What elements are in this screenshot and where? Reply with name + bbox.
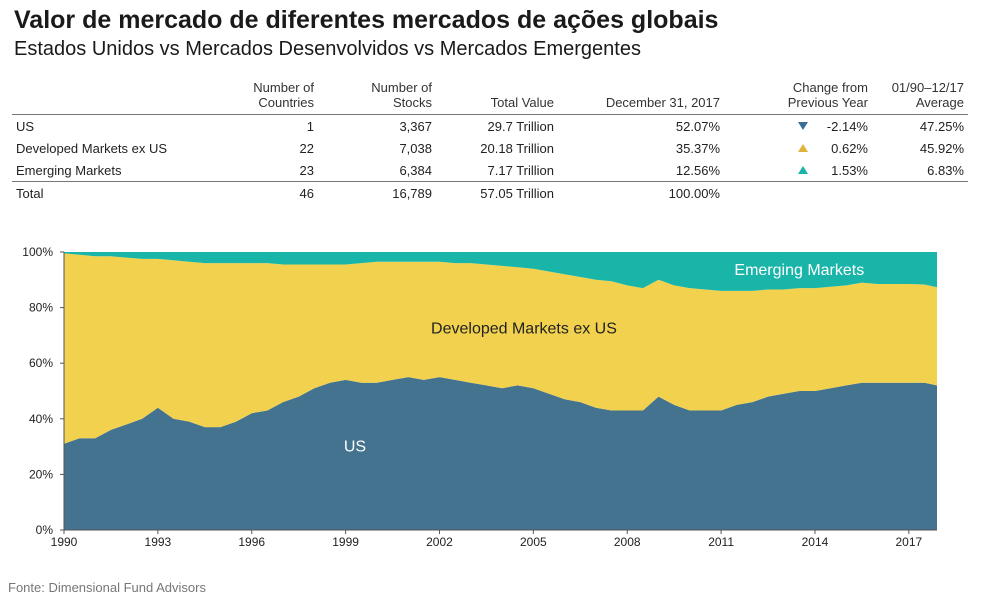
cell-average: 45.92% — [919, 140, 964, 156]
cell-average: 47.25% — [919, 118, 964, 134]
cell-market: Developed Markets ex US — [16, 140, 168, 156]
cell-countries: 46 — [220, 181, 318, 204]
x-tick-label: 2014 — [802, 535, 829, 549]
cell-total-value: 29.7 Trillion — [487, 118, 554, 134]
cell-average — [872, 181, 968, 204]
header-average: 01/90–12/17 Average — [872, 80, 968, 115]
x-tick-label: 1990 — [51, 535, 78, 549]
area-us — [64, 377, 937, 530]
cell-change: 1.53% — [724, 159, 872, 182]
cell-countries: 1 — [306, 118, 314, 134]
cell-change: -2.14% — [724, 115, 872, 138]
change-value: -2.14% — [826, 118, 868, 134]
y-tick-label: 100% — [22, 245, 53, 259]
header-average-line2: Average — [915, 95, 964, 110]
up-triangle-icon — [798, 143, 808, 152]
cell-market: Total — [12, 181, 220, 204]
cell-stocks: 3,367 — [399, 118, 432, 134]
market-stats-table: Number of Countries Number of Stocks Tot… — [12, 80, 968, 204]
table-row: US 1 3,367 29.7 Trillion 52.07% -2.14% 4… — [12, 115, 968, 138]
cell-market: Emerging Markets — [16, 162, 122, 178]
table-header-row: Number of Countries Number of Stocks Tot… — [12, 80, 968, 115]
cell-december: 35.37% — [675, 140, 720, 156]
header-change-line1: Change from — [792, 80, 868, 95]
x-tick-label: 1996 — [238, 535, 265, 549]
x-tick-label: 2008 — [614, 535, 641, 549]
cell-total-value: 7.17 Trillion — [487, 162, 554, 178]
cell-stocks: 7,038 — [399, 140, 432, 156]
y-tick-label: 80% — [29, 301, 53, 315]
cell-change: 0.62% — [724, 137, 872, 159]
x-tick-label: 2002 — [426, 535, 453, 549]
chart-title: Valor de mercado de diferentes mercados … — [14, 6, 719, 34]
y-tick-label: 40% — [29, 412, 53, 426]
change-value: 0.62% — [831, 140, 868, 156]
area-label: Developed Markets ex US — [431, 320, 617, 337]
header-stocks-line1: Number of — [371, 80, 432, 95]
cell-market: US — [16, 118, 35, 134]
cell-december: 52.07% — [675, 118, 720, 134]
y-tick-label: 60% — [29, 356, 53, 370]
cell-change — [724, 181, 872, 204]
chart-subtitle: Estados Unidos vs Mercados Desenvolvidos… — [14, 38, 641, 60]
header-total-value: Total Value — [436, 80, 558, 115]
cell-december: 100.00% — [558, 181, 724, 204]
y-tick-label: 0% — [36, 523, 54, 537]
y-tick-label: 20% — [29, 467, 53, 481]
change-value: 1.53% — [831, 162, 868, 178]
cell-countries: 22 — [299, 140, 314, 156]
cell-average: 6.83% — [927, 162, 964, 178]
header-stocks: Number of Stocks — [318, 80, 436, 115]
x-tick-label: 2017 — [895, 535, 922, 549]
up-triangle-icon — [798, 165, 808, 174]
x-tick-label: 1993 — [145, 535, 172, 549]
header-december: December 31, 2017 — [558, 80, 724, 115]
x-tick-label: 2005 — [520, 535, 547, 549]
x-tick-label: 2011 — [708, 535, 734, 549]
area-emerging-markets — [64, 252, 937, 291]
header-change-line2: Previous Year — [787, 95, 868, 110]
cell-total-value: 57.05 Trillion — [436, 181, 558, 204]
cell-stocks: 6,384 — [399, 162, 432, 178]
x-tick-label: 1999 — [332, 535, 359, 549]
header-average-line1: 01/90–12/17 — [891, 80, 964, 95]
source-note: Fonte: Dimensional Fund Advisors — [8, 580, 206, 595]
stacked-area-chart: 0% 20% 40% 60% 80% 100% 1990 1993 1996 1999 2002 20… — [22, 245, 937, 549]
area-developed-markets-ex-us — [64, 253, 937, 444]
header-stocks-line2: Stocks — [392, 95, 432, 110]
header-change: Change from Previous Year — [724, 80, 872, 115]
table-row: Developed Markets ex US 22 7,038 20.18 T… — [12, 137, 968, 159]
cell-total-value: 20.18 Trillion — [480, 140, 554, 156]
header-countries-line1: Number of — [253, 80, 314, 95]
header-countries-line2: Countries — [258, 95, 314, 110]
cell-december: 12.56% — [675, 162, 720, 178]
area-label: Emerging Markets — [734, 262, 864, 279]
header-countries: Number of Countries — [220, 80, 318, 115]
cell-stocks: 16,789 — [318, 181, 436, 204]
cell-countries: 23 — [299, 162, 314, 178]
down-triangle-icon — [798, 121, 808, 130]
table-row: Emerging Markets 23 6,384 7.17 Trillion … — [12, 159, 968, 182]
header-market — [12, 80, 220, 115]
table-total-row: Total 46 16,789 57.05 Trillion 100.00% — [12, 181, 968, 204]
area-label: US — [344, 439, 366, 456]
